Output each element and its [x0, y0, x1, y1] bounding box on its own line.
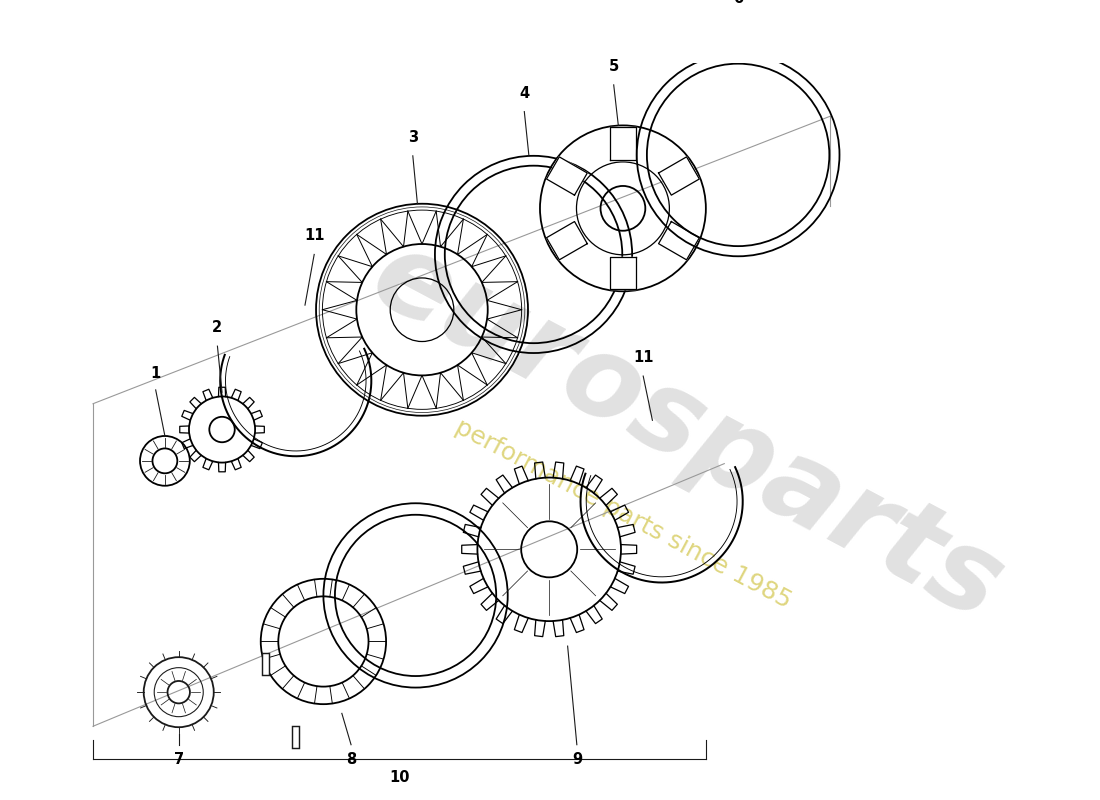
Text: 2: 2: [212, 320, 222, 335]
Text: 8: 8: [345, 752, 356, 767]
Text: eurosparts: eurosparts: [353, 218, 1021, 644]
Polygon shape: [610, 257, 636, 290]
Text: 11: 11: [304, 228, 324, 243]
Text: 5: 5: [608, 58, 619, 74]
Text: 6: 6: [733, 0, 744, 6]
Polygon shape: [610, 127, 636, 160]
Polygon shape: [547, 157, 587, 195]
Polygon shape: [659, 157, 700, 195]
Text: 11: 11: [632, 350, 653, 365]
Text: performance parts since 1985: performance parts since 1985: [451, 415, 795, 614]
Text: 10: 10: [389, 770, 409, 785]
Text: 9: 9: [572, 752, 582, 767]
Text: 4: 4: [519, 86, 529, 101]
Polygon shape: [547, 222, 587, 260]
Bar: [262, 653, 270, 674]
Text: 3: 3: [408, 130, 418, 145]
Polygon shape: [659, 222, 700, 260]
Text: 7: 7: [174, 752, 184, 767]
Bar: [293, 726, 299, 748]
Text: 1: 1: [151, 366, 161, 381]
